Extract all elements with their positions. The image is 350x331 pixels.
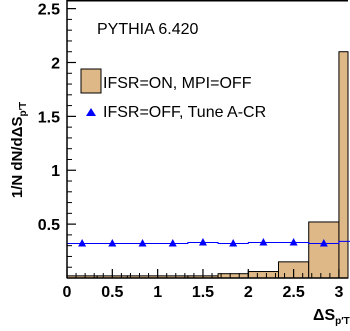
x-tick-label: 1 bbox=[153, 284, 162, 301]
y-axis-title-subscript: p′T bbox=[18, 102, 29, 117]
series-step-line bbox=[67, 240, 350, 245]
y-tick-label: 2.5 bbox=[38, 2, 60, 19]
x-tick-label: 3 bbox=[334, 284, 343, 301]
x-tick-label: 2 bbox=[244, 284, 253, 301]
histogram-bars bbox=[66, 51, 349, 279]
series-marker bbox=[78, 239, 87, 247]
series-marker bbox=[289, 237, 298, 246]
x-tick-label: 2.5 bbox=[282, 284, 304, 301]
legend-marker-triangle bbox=[86, 108, 96, 116]
axis-ticks: 0 0.5 1 1.5 2 2.5 3 0.5 1 1.5 2 2.5 bbox=[38, 2, 344, 301]
x-axis-title: ΔSp′T bbox=[313, 307, 350, 327]
y-tick-label: 2 bbox=[51, 55, 60, 72]
series-marker bbox=[108, 239, 117, 247]
axes bbox=[66, 0, 348, 279]
series-marker bbox=[168, 239, 177, 247]
legend: IFSR=ON, MPI=OFF IFSR=OFF, Tune A-CR bbox=[80, 68, 266, 121]
x-tick-label: 1.5 bbox=[192, 284, 214, 301]
y-axis-title-main: 1/N dN/dΔS bbox=[9, 117, 26, 199]
series-marker bbox=[259, 237, 268, 246]
x-axis-title-subscript: p′T bbox=[335, 316, 350, 327]
series-marker bbox=[229, 239, 238, 247]
histogram-bar bbox=[338, 51, 349, 279]
legend-label-series: IFSR=OFF, Tune A-CR bbox=[103, 104, 266, 121]
x-tick-label: 0 bbox=[63, 284, 72, 301]
y-tick-label: 1.5 bbox=[38, 109, 60, 126]
series-marker bbox=[138, 239, 147, 247]
x-axis-title-main: ΔS bbox=[313, 307, 336, 324]
histogram-bar bbox=[247, 271, 280, 279]
legend-label-histogram: IFSR=ON, MPI=OFF bbox=[103, 75, 252, 92]
y-tick-label: 1 bbox=[51, 163, 60, 180]
generator-annotation: PYTHIA 6.420 bbox=[97, 21, 198, 38]
series-marker bbox=[198, 237, 207, 246]
tune-a-cr-series bbox=[67, 237, 350, 247]
histogram-bar bbox=[308, 221, 340, 279]
series-marker bbox=[319, 239, 328, 247]
y-axis-title: 1/N dN/dΔSp′T bbox=[9, 102, 29, 198]
x-tick-label: 0.5 bbox=[101, 284, 123, 301]
y-tick-label: 0.5 bbox=[38, 217, 60, 234]
legend-swatch-histogram bbox=[80, 68, 102, 94]
